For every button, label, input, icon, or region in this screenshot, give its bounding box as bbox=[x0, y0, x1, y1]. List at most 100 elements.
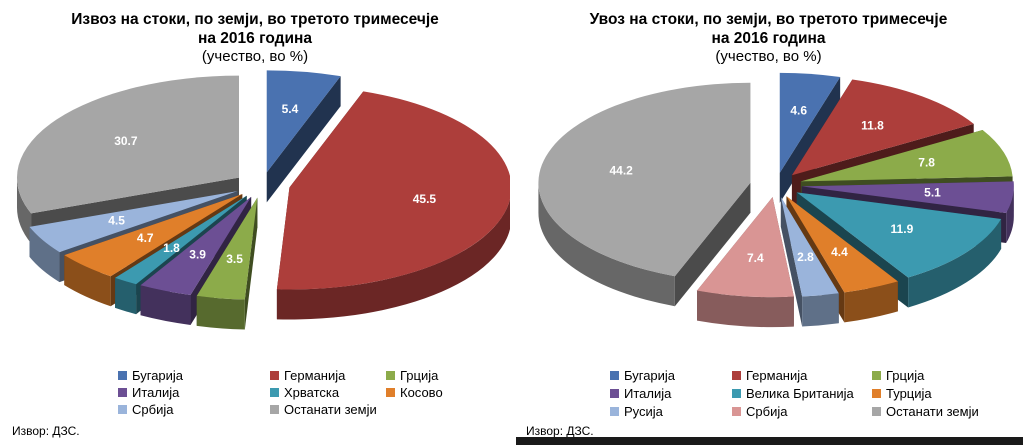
slice-top bbox=[276, 91, 510, 290]
legend-swatch bbox=[872, 389, 881, 399]
pie-slice-германија bbox=[276, 91, 510, 320]
legend-label: Русија bbox=[624, 404, 663, 419]
data-label-германија: 45.5 bbox=[413, 192, 437, 206]
legend-item-германија: Германија bbox=[732, 368, 807, 384]
legend-item-хрватска: Хрватска bbox=[270, 385, 339, 401]
slice-edge bbox=[802, 293, 839, 327]
legend-label: Останати земји bbox=[284, 402, 377, 417]
legend-item-русија: Русија bbox=[610, 404, 663, 420]
data-label-грција: 7.8 bbox=[918, 156, 935, 170]
legend-swatch bbox=[732, 389, 741, 399]
slice-edge bbox=[196, 295, 245, 330]
data-label-италија: 5.1 bbox=[924, 185, 941, 199]
legend-item-италија: Италија bbox=[610, 386, 671, 402]
legend-label: Косово bbox=[400, 385, 443, 400]
legend-swatch bbox=[270, 405, 279, 415]
legend-label: Србија bbox=[746, 404, 788, 419]
legend-label: Останати земји bbox=[886, 404, 979, 419]
legend-swatch bbox=[610, 407, 619, 417]
legend-item-германија: Германија bbox=[270, 368, 345, 384]
legend-swatch bbox=[386, 371, 395, 381]
export-pie-chart: 5.4 45.5 3.5 3.9 1.8 4.7 4.5 30.7 bbox=[16, 70, 510, 330]
slice-top bbox=[115, 195, 247, 285]
slice-edge bbox=[64, 255, 111, 307]
legend-item-италија: Италија bbox=[118, 385, 179, 401]
pie-slice-бугарија bbox=[266, 70, 341, 203]
slice-top bbox=[796, 192, 1002, 278]
slice-side-wall bbox=[674, 182, 751, 307]
slice-edge bbox=[697, 290, 794, 328]
import-chart-panel: Увоз на стоки, по земји, во третото трим… bbox=[514, 0, 1023, 445]
data-label-хрватска: 1.8 bbox=[163, 241, 180, 255]
slice-top bbox=[800, 129, 1013, 182]
slice-side-wall bbox=[780, 197, 803, 327]
data-label-грција: 3.5 bbox=[226, 252, 243, 266]
data-label-турција: 4.4 bbox=[831, 245, 848, 259]
slice-top bbox=[801, 181, 1014, 214]
legend-label: Италија bbox=[624, 386, 672, 401]
legend-item-велика-британија: Велика Британија bbox=[732, 386, 854, 402]
legend-swatch bbox=[872, 407, 881, 417]
legend-item-косово: Косово bbox=[386, 385, 443, 401]
slice-top bbox=[196, 197, 258, 300]
legend-swatch bbox=[270, 371, 279, 381]
legend-label: Хрватска bbox=[284, 385, 340, 400]
legend-label: Велика Британија bbox=[746, 386, 854, 401]
legend-item-останати-земји: Останати земји bbox=[872, 404, 979, 420]
chart-subtitle: (учество, во %) bbox=[201, 48, 309, 65]
slice-edge bbox=[538, 182, 675, 307]
chart-subtitle: (учество, во %) bbox=[715, 48, 822, 65]
legend-label: Турција bbox=[886, 386, 932, 401]
legend-label: Бугарија bbox=[132, 368, 184, 383]
legend-label: Грција bbox=[400, 368, 439, 383]
source-note: Извор: ДЗС. bbox=[12, 424, 80, 438]
legend-label: Германија bbox=[746, 368, 808, 383]
legend-item-турција: Турција bbox=[872, 386, 932, 402]
legend-item-останати-земји: Останати земји bbox=[270, 402, 377, 418]
slice-edge bbox=[908, 219, 1002, 308]
data-label-русија: 2.8 bbox=[797, 250, 814, 264]
legend-swatch bbox=[118, 388, 127, 398]
legend-item-србија: Србија bbox=[118, 402, 173, 418]
slice-edge bbox=[1006, 186, 1014, 244]
slice-top bbox=[779, 72, 841, 173]
slice-edge bbox=[276, 199, 510, 320]
legend-item-србија: Србија bbox=[732, 404, 787, 420]
slice-top bbox=[16, 75, 239, 214]
data-label-останати-земји: 44.2 bbox=[609, 164, 633, 178]
legend-label: Србија bbox=[132, 402, 174, 417]
slice-top bbox=[538, 82, 751, 277]
legend-swatch bbox=[732, 371, 741, 381]
legend-swatch bbox=[270, 388, 279, 398]
legend-label: Италија bbox=[132, 385, 180, 400]
data-label-косово: 4.7 bbox=[137, 231, 154, 245]
pie-slice-останати-земји bbox=[538, 82, 751, 307]
legend-swatch bbox=[610, 371, 619, 381]
legend-item-грција: Грција bbox=[872, 368, 924, 384]
data-label-србија: 4.5 bbox=[108, 214, 125, 228]
pie-slice-грција bbox=[196, 197, 258, 330]
slice-top bbox=[697, 197, 794, 298]
export-chart-panel: Извоз на стоки, по земји, во третото три… bbox=[0, 0, 510, 445]
slice-top bbox=[791, 79, 974, 176]
chart-title-line2: на 2016 година bbox=[711, 30, 826, 47]
slice-top bbox=[266, 70, 341, 173]
slice-top bbox=[64, 194, 243, 277]
chart-title-line2: на 2016 година bbox=[198, 30, 312, 47]
import-pie-chart: 4.6 11.8 7.8 5.1 11.9 4.4 2.8 7.4 44.2 bbox=[538, 72, 1014, 328]
legend-label: Грција bbox=[886, 368, 925, 383]
pie-slice-русија bbox=[780, 197, 839, 327]
data-label-србија: 7.4 bbox=[747, 251, 764, 265]
legend-label: Германија bbox=[284, 368, 346, 383]
data-label-велика-британија: 11.9 bbox=[891, 222, 914, 236]
slice-edge bbox=[115, 277, 137, 315]
legend-item-грција: Грција bbox=[386, 368, 438, 384]
slice-top bbox=[29, 191, 238, 253]
slice-edge bbox=[844, 281, 898, 323]
data-label-бугарија: 4.6 bbox=[790, 104, 807, 118]
legend-label: Бугарија bbox=[624, 368, 676, 383]
legend-item-бугарија: Бугарија bbox=[118, 368, 183, 384]
slice-top bbox=[140, 196, 252, 295]
slice-edge bbox=[140, 285, 191, 325]
data-label-италија: 3.9 bbox=[189, 247, 206, 261]
